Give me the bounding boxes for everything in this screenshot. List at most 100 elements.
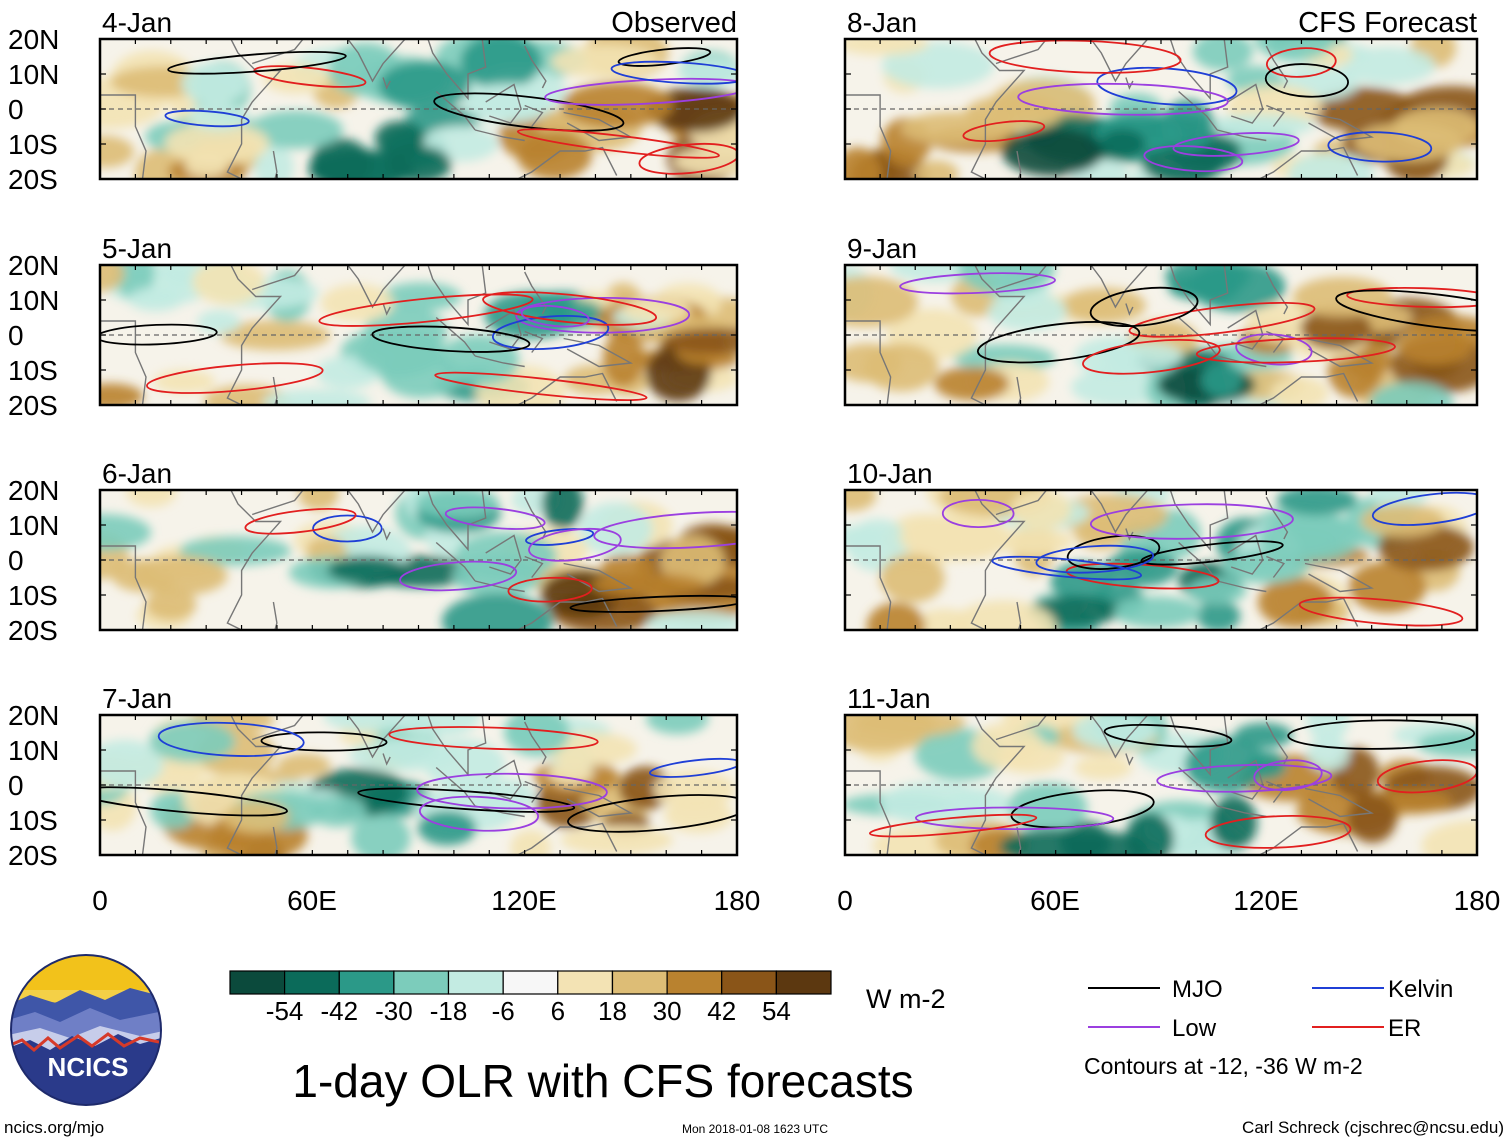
colorbar-tick-label: 30 bbox=[653, 996, 682, 1026]
colorbar-tick-label: -18 bbox=[430, 996, 468, 1026]
y-tick-label: 20S bbox=[8, 615, 58, 646]
y-tick-label: 20S bbox=[8, 164, 58, 195]
colorbar-tick-label: 6 bbox=[551, 996, 565, 1026]
y-tick-label: 10S bbox=[8, 355, 58, 386]
x-tick-right-0: 0 bbox=[837, 885, 853, 916]
colorbar-units: W m-2 bbox=[866, 984, 945, 1014]
panel-date-label: 4-Jan bbox=[102, 7, 172, 38]
y-tick-label: 20N bbox=[8, 24, 59, 55]
wave-contours bbox=[100, 291, 691, 402]
panel-date-label: 6-Jan bbox=[102, 458, 172, 489]
coastlines bbox=[100, 265, 634, 405]
wave-contours bbox=[941, 491, 1477, 627]
wave-contours bbox=[899, 272, 1477, 375]
colorbar-tick-label: -30 bbox=[375, 996, 413, 1026]
colorbar: -54 -42 -30 -18 -6 6 18 30 42 54 bbox=[229, 970, 832, 1026]
x-tick-left-60: 60E bbox=[287, 885, 337, 916]
colorbar-swatch bbox=[611, 970, 668, 995]
panel-8-Jan: 8-Jan CFS Forecast bbox=[843, 7, 1479, 181]
panel-date-label: 5-Jan bbox=[102, 233, 172, 264]
legend-label-er: ER bbox=[1388, 1015, 1421, 1042]
y-tick-label: 20N bbox=[8, 700, 59, 731]
logo-text: NCICS bbox=[48, 1052, 129, 1082]
panel-date-label: 8-Jan bbox=[847, 7, 917, 38]
olr-field bbox=[845, 39, 1477, 179]
footer-timestamp: Mon 2018-01-08 1623 UTC bbox=[682, 1122, 828, 1136]
colorbar-swatch bbox=[393, 970, 450, 995]
footer-url: ncics.org/mjo bbox=[4, 1118, 104, 1137]
colorbar-swatch bbox=[721, 970, 777, 995]
contour-note: Contours at -12, -36 W m-2 bbox=[1084, 1053, 1363, 1079]
panel-date-label: 10-Jan bbox=[847, 458, 933, 489]
y-tick-label: 0 bbox=[8, 320, 24, 351]
x-tick-left-0: 0 bbox=[92, 885, 108, 916]
olr-field bbox=[845, 715, 1477, 855]
colorbar-tick-label: 54 bbox=[762, 996, 791, 1026]
x-tick-right-60: 60E bbox=[1030, 885, 1080, 916]
x-tick-left-180: 180 bbox=[714, 885, 761, 916]
panel-9-Jan: 9-Jan bbox=[843, 233, 1479, 407]
panel-date-label: 7-Jan bbox=[102, 683, 172, 714]
x-tick-right-180: 180 bbox=[1454, 885, 1501, 916]
panel-date-label: 11-Jan bbox=[847, 683, 931, 714]
colorbar-swatch bbox=[666, 970, 723, 995]
legend-label-mjo: MJO bbox=[1172, 976, 1223, 1003]
colorbar-tick-label: 42 bbox=[707, 996, 736, 1026]
colorbar-tick-label: -54 bbox=[266, 996, 304, 1026]
colorbar-swatch bbox=[338, 970, 395, 995]
colorbar-swatch bbox=[557, 970, 613, 995]
footer-author: Carl Schreck (cjschrec@ncsu.edu) bbox=[1242, 1118, 1504, 1137]
panel-4-Jan: 4-Jan Observed 20N 10N 0 10S 20S bbox=[8, 7, 739, 195]
y-tick-label: 0 bbox=[8, 545, 24, 576]
panel-date-label: 9-Jan bbox=[847, 233, 917, 264]
panels-layer: 4-Jan Observed 20N 10N 0 10S 20S 5-Jan 20N 10N 0 10… bbox=[8, 7, 1479, 871]
chart-title: 1-day OLR with CFS forecasts bbox=[292, 1055, 913, 1107]
olr-field bbox=[100, 715, 737, 855]
colorbar-swatch bbox=[502, 970, 559, 995]
y-tick-label: 20N bbox=[8, 475, 59, 506]
wave-contours bbox=[164, 47, 737, 175]
y-tick-label: 10N bbox=[8, 59, 59, 90]
panel-10-Jan: 10-Jan bbox=[843, 458, 1479, 632]
colorbar-tick-label: 18 bbox=[598, 996, 627, 1026]
colorbar-swatch bbox=[229, 970, 286, 995]
y-tick-label: 10N bbox=[8, 285, 59, 316]
legend-label-low: Low bbox=[1172, 1015, 1217, 1042]
column-heading: Observed bbox=[611, 7, 737, 39]
legend: MJO Kelvin Low ER Contours at -12, -36 W… bbox=[1084, 976, 1453, 1079]
panel-6-Jan: 6-Jan 20N 10N 0 10S 20S bbox=[8, 458, 739, 646]
colorbar-swatch bbox=[284, 970, 340, 995]
wave-contours bbox=[868, 719, 1477, 849]
colorbar-tick-label: -6 bbox=[492, 996, 515, 1026]
colorbar-tick-label: -42 bbox=[321, 996, 359, 1026]
y-tick-label: 20S bbox=[8, 840, 58, 871]
colorbar-swatch bbox=[775, 970, 832, 995]
wave-contours bbox=[100, 721, 737, 833]
ncics-logo: NCICS bbox=[10, 954, 162, 1106]
y-tick-label: 0 bbox=[8, 94, 24, 125]
x-tick-right-120: 120E bbox=[1233, 885, 1298, 916]
colorbar-swatch bbox=[447, 970, 504, 995]
panel-7-Jan: 7-Jan 20N 10N 0 10S 20S bbox=[8, 683, 739, 871]
x-tick-left-120: 120E bbox=[491, 885, 556, 916]
olr-field bbox=[845, 265, 1477, 405]
column-heading: CFS Forecast bbox=[1298, 7, 1477, 39]
y-tick-label: 10S bbox=[8, 580, 58, 611]
olr-field bbox=[100, 265, 737, 405]
olr-field bbox=[100, 39, 737, 179]
y-tick-label: 0 bbox=[8, 770, 24, 801]
legend-label-kelvin: Kelvin bbox=[1388, 976, 1453, 1003]
y-tick-label: 10N bbox=[8, 735, 59, 766]
y-tick-label: 10S bbox=[8, 129, 58, 160]
panel-11-Jan: 11-Jan bbox=[843, 683, 1479, 857]
y-tick-label: 10S bbox=[8, 805, 58, 836]
wave-contours bbox=[962, 39, 1433, 173]
panel-5-Jan: 5-Jan 20N 10N 0 10S 20S bbox=[8, 233, 739, 421]
y-tick-label: 10N bbox=[8, 510, 59, 541]
olr-field bbox=[100, 490, 737, 630]
coastlines bbox=[100, 490, 634, 630]
y-tick-label: 20N bbox=[8, 250, 59, 281]
wave-contours bbox=[244, 506, 737, 613]
olr-field bbox=[845, 490, 1477, 630]
